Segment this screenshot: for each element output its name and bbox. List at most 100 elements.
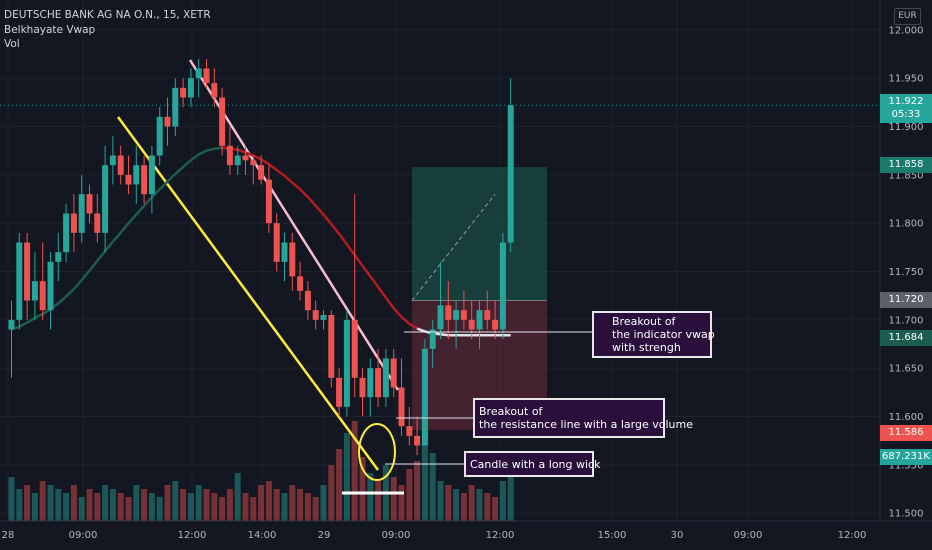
volume-bar xyxy=(273,489,280,521)
volume-bar xyxy=(16,489,23,521)
candle-body xyxy=(94,213,101,233)
volume-bar xyxy=(102,485,109,521)
candle-body xyxy=(86,194,93,214)
volume-bar xyxy=(437,481,444,521)
candle-body xyxy=(70,213,77,233)
y-axis: 11.500 11.550 11.600 11.650 11.700 11.750 11.8… xyxy=(879,0,924,521)
x-tick-label: 14:00 xyxy=(248,530,277,541)
volume-bar xyxy=(468,485,475,521)
volume-bar xyxy=(78,497,85,521)
volume-bar xyxy=(390,477,397,521)
candle-body xyxy=(390,358,397,388)
candle-body xyxy=(460,310,467,320)
candle-body xyxy=(375,368,382,398)
candle-body xyxy=(414,435,421,446)
candle-body xyxy=(351,319,358,378)
target-price-tag: 11.858 xyxy=(880,157,932,173)
volume-bar xyxy=(55,489,62,521)
annotation-line: Breakout of xyxy=(479,405,543,418)
y-tick-label: 12.000 xyxy=(889,25,924,36)
y-tick-label: 11.650 xyxy=(889,364,924,375)
volume-bar xyxy=(31,493,38,521)
y-tick-label: 11.750 xyxy=(889,267,924,278)
volume-bar xyxy=(476,489,483,521)
candle-body xyxy=(250,160,257,166)
candle-body xyxy=(148,155,155,195)
volume-bar xyxy=(328,465,335,521)
candle-body xyxy=(55,252,62,262)
y-tick-label: 11.550 xyxy=(889,460,924,471)
candle-body xyxy=(141,165,148,195)
candle-body xyxy=(492,319,499,330)
annotation-long-wick[interactable]: Candle with a long wick xyxy=(464,451,600,477)
annotation-resistance-breakout[interactable]: Breakout of the resistance line with a l… xyxy=(473,398,693,438)
volume-bar xyxy=(180,489,187,521)
volume-bar xyxy=(258,485,265,521)
volume-bar xyxy=(265,481,272,521)
volume-bar xyxy=(24,485,31,521)
x-tick-label: 28 xyxy=(2,530,15,541)
volume-bar xyxy=(359,457,366,521)
candle-body xyxy=(226,145,233,166)
volume-bar xyxy=(219,497,226,521)
candle-body xyxy=(445,305,452,320)
candle-body xyxy=(234,155,241,166)
volume-bar xyxy=(398,485,405,521)
volume-bar xyxy=(304,493,311,521)
volume-bar xyxy=(250,497,257,521)
candle-body xyxy=(289,242,296,277)
volume-bar xyxy=(172,481,179,521)
candle-body xyxy=(195,68,202,79)
candle-body xyxy=(437,305,444,330)
candle-body xyxy=(242,155,249,161)
candle-body xyxy=(421,348,428,446)
candle-body xyxy=(320,315,327,320)
candle-body xyxy=(164,116,171,127)
x-tick-label: 09:00 xyxy=(382,530,411,541)
annotation-vwap-breakout[interactable]: Breakout of the indicator vwap with stre… xyxy=(592,311,715,358)
annotation-line: the resistance line with a large volume xyxy=(479,418,693,431)
candle-body xyxy=(16,242,23,320)
candle-body xyxy=(406,426,413,436)
annotation-line: Breakout of xyxy=(612,315,676,328)
entry-price-tag: 11.720 xyxy=(880,292,932,308)
volume-bar xyxy=(367,473,374,521)
x-tick-label: 30 xyxy=(671,530,684,541)
volume-bar xyxy=(297,489,304,521)
volume-value-tag: 687.231K xyxy=(880,449,932,465)
volume-label[interactable]: Vol xyxy=(4,38,20,50)
candle-body xyxy=(273,223,280,262)
candle-body xyxy=(39,281,46,311)
volume-bar xyxy=(86,489,93,521)
volume-bar xyxy=(460,493,467,521)
volume-bar xyxy=(187,493,194,521)
candlesticks xyxy=(8,58,514,456)
candle-body xyxy=(203,68,210,83)
volume-bar xyxy=(343,433,350,521)
y-tick-label: 11.850 xyxy=(889,170,924,181)
candle-body xyxy=(336,377,343,407)
candle-body xyxy=(63,213,70,253)
candle-body xyxy=(328,315,335,378)
vwap-price-tag: 11.684 xyxy=(880,330,932,346)
volume-bar xyxy=(320,485,327,521)
volume-bar xyxy=(133,485,140,521)
y-tick-label: 11.600 xyxy=(889,412,924,423)
projection-line xyxy=(411,193,496,301)
x-tick-label: 12:00 xyxy=(486,530,515,541)
volume-bar xyxy=(421,441,428,521)
indicator-label[interactable]: Belkhayate Vwap xyxy=(4,23,96,36)
currency-button[interactable]: EUR xyxy=(894,8,921,25)
candle-body xyxy=(468,319,475,330)
countdown-value: 05:33 xyxy=(891,109,921,120)
volume-bar xyxy=(141,489,148,521)
annotation-line: the indicator vwap xyxy=(612,328,715,341)
candle-body xyxy=(476,310,483,330)
x-tick-label: 12:00 xyxy=(178,530,207,541)
stop-price-tag: 11.586 xyxy=(880,425,932,441)
overlay-lines xyxy=(358,331,592,481)
candle-body xyxy=(47,261,54,311)
volume-bar xyxy=(164,485,171,521)
symbol-title[interactable]: DEUTSCHE BANK AG NA O.N., 15, XETR xyxy=(4,9,211,21)
